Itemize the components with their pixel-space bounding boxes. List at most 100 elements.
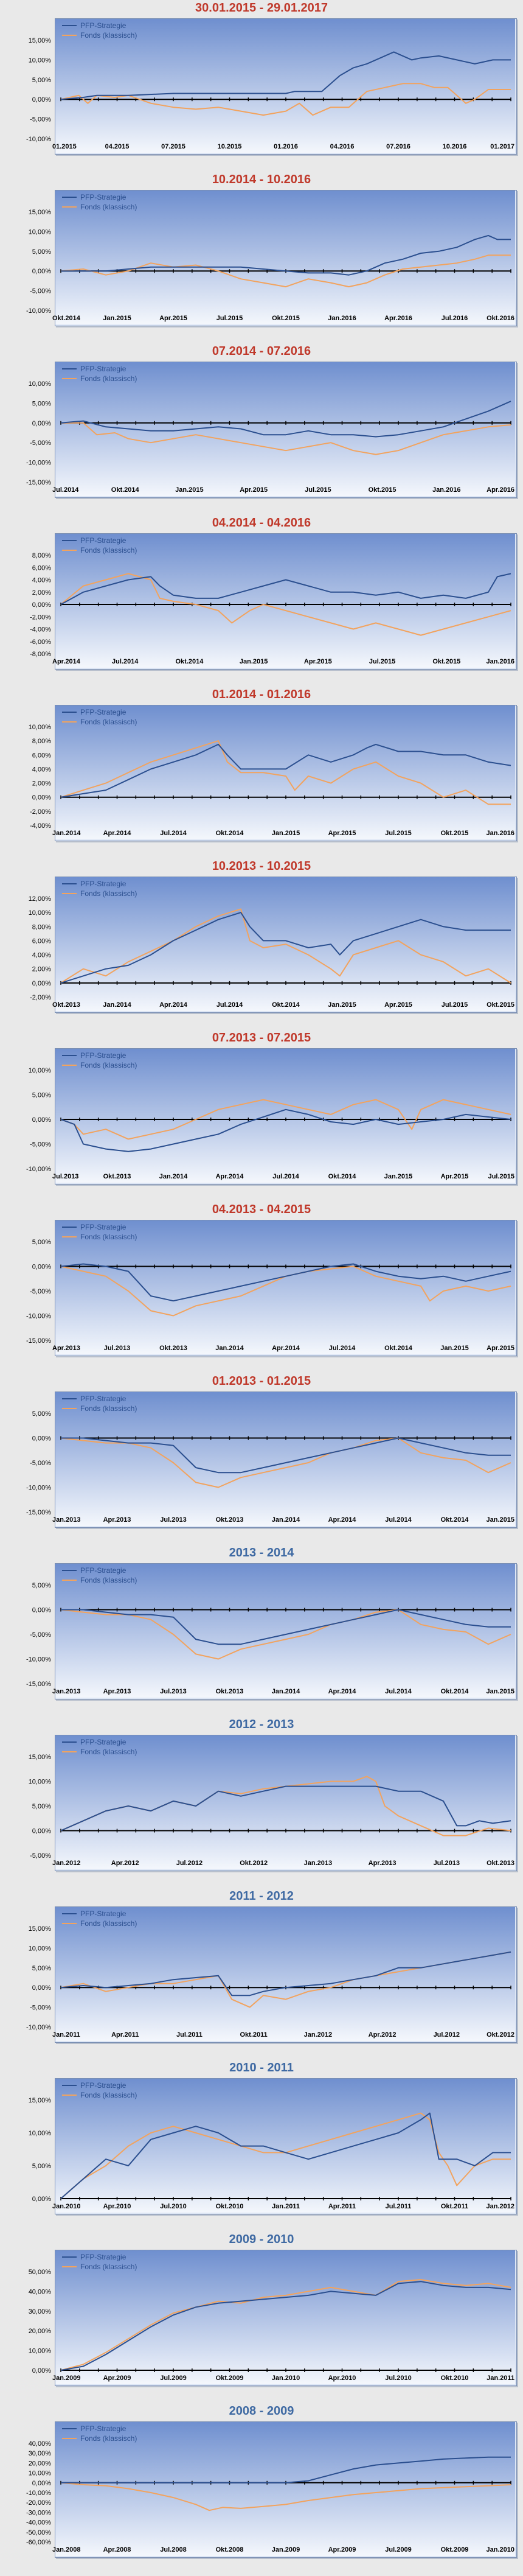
x-tick-label: Okt.2013 [52, 1001, 80, 1009]
series-line-strategy [60, 912, 511, 984]
y-tick-label: 0,00% [32, 1984, 51, 1992]
chart-title: 2008 - 2009 [229, 2404, 294, 2418]
y-tick-label: 40,00% [29, 2440, 52, 2448]
chart-title: 2010 - 2011 [229, 2061, 294, 2074]
series-line-strategy [60, 401, 511, 438]
chart-svg: 15,00%10,00%5,00%0,00%-5,00%-10,00%Jan.2… [26, 1907, 515, 2041]
y-tick-label: 2,00% [32, 780, 51, 788]
x-tick-label: Jul.2014 [272, 1173, 299, 1180]
x-tick-label: Okt.2016 [487, 315, 514, 322]
y-tick-label: -60,00% [26, 2539, 51, 2546]
chart-title: 2011 - 2012 [229, 1889, 294, 1903]
x-tick-label: Jan.2012 [304, 2031, 332, 2039]
x-tick-label: Okt.2014 [272, 1001, 300, 1009]
x-tick-label: Jul.2013 [434, 1860, 460, 1867]
x-tick-label: Jan.2016 [328, 315, 356, 322]
series-line-strategy [60, 573, 511, 605]
y-tick-label: 20,00% [29, 2328, 52, 2335]
y-tick-label: 4,00% [32, 766, 51, 773]
y-tick-label: -8,00% [30, 651, 51, 658]
x-tick-label: Jan.2015 [175, 486, 203, 494]
chart-title: 2012 - 2013 [229, 1718, 294, 1731]
x-tick-label: Apr.2013 [103, 1516, 131, 1524]
y-tick-label: -5,00% [30, 1141, 51, 1149]
y-tick-label: 20,00% [29, 2460, 52, 2467]
series-line-fund [60, 1609, 511, 1660]
x-tick-label: Okt.2014 [52, 315, 81, 322]
x-tick-label: Okt.2014 [384, 1345, 413, 1352]
y-tick-label: 10,00% [29, 2348, 52, 2355]
x-tick-label: Jul.2015 [488, 1173, 514, 1180]
x-tick-label: 10.2016 [443, 143, 467, 150]
x-tick-label: Apr.2011 [328, 2203, 356, 2210]
x-tick-label: Jul.2013 [160, 1688, 186, 1695]
y-tick-label: -40,00% [26, 2519, 51, 2527]
x-tick-label: Jan.2012 [487, 2203, 514, 2210]
legend-label-strategy: PFP-Strategie [80, 21, 126, 30]
x-tick-label: Jul.2014 [52, 486, 79, 494]
x-tick-label: Okt.2014 [441, 1688, 469, 1695]
y-tick-label: -2,00% [30, 614, 51, 621]
x-tick-label: Jan.2015 [487, 1516, 514, 1524]
x-tick-label: Jan.2008 [52, 2546, 80, 2553]
chart-title: 10.2014 - 10.2016 [212, 173, 311, 186]
y-tick-label: -10,00% [26, 1485, 51, 1492]
y-tick-label: 10,00% [29, 909, 52, 917]
x-tick-label: Okt.2012 [240, 1860, 268, 1867]
x-tick-label: Apr.2015 [487, 1345, 514, 1352]
y-tick-label: 0,00% [32, 2480, 51, 2487]
y-tick-label: -5,00% [30, 1631, 51, 1639]
x-tick-label: Jul.2009 [385, 2546, 411, 2553]
chart-title: 10.2013 - 10.2015 [212, 859, 311, 873]
legend-label-fund: Fonds (klassisch) [80, 546, 137, 555]
x-tick-label: Okt.2015 [272, 315, 300, 322]
y-tick-label: 8,00% [32, 552, 51, 559]
legend-label-fund: Fonds (klassisch) [80, 1061, 137, 1069]
x-tick-label: Apr.2014 [103, 830, 132, 837]
x-tick-label: Okt.2012 [487, 2031, 514, 2039]
legend-label-strategy: PFP-Strategie [80, 1566, 126, 1575]
series-line-strategy [61, 1609, 511, 1645]
x-tick-label: 04.2015 [105, 143, 130, 150]
chart-title: 04.2014 - 04.2016 [212, 516, 311, 530]
x-tick-label: Jul.2013 [160, 1516, 186, 1524]
y-tick-label: -6,00% [30, 639, 51, 646]
x-tick-label: 01.2015 [52, 143, 77, 150]
y-tick-label: 6,00% [32, 752, 51, 759]
chart-title: 2009 - 2010 [229, 2233, 294, 2246]
y-tick-label: -50,00% [26, 2529, 51, 2536]
x-tick-label: Jan.2010 [487, 2546, 514, 2553]
x-tick-label: Apr.2014 [52, 658, 81, 665]
series-line-fund [61, 422, 511, 455]
y-tick-label: -2,00% [30, 994, 51, 1001]
y-tick-label: 15,00% [29, 37, 52, 44]
x-tick-label: Okt.2014 [328, 1173, 357, 1180]
x-tick-label: Apr.2013 [52, 1345, 80, 1352]
x-tick-label: Jul.2013 [104, 1345, 130, 1352]
x-tick-label: Jul.2014 [160, 830, 187, 837]
x-tick-label: Apr.2016 [487, 486, 514, 494]
y-tick-label: 8,00% [32, 923, 51, 931]
chart-svg: 50,00%40,00%30,00%20,00%10,00%0,00%Jan.2… [29, 2250, 515, 2384]
x-tick-label: Jan.2014 [215, 1345, 244, 1352]
y-tick-label: 2,00% [32, 966, 51, 973]
series-line-strategy [60, 743, 511, 798]
y-tick-label: -5,00% [30, 439, 51, 447]
y-tick-label: -20,00% [26, 2499, 51, 2507]
y-tick-label: 5,00% [32, 248, 51, 256]
x-tick-label: Jul.2010 [160, 2203, 186, 2210]
y-tick-label: 5,00% [32, 2163, 51, 2170]
series-line-strategy [61, 2456, 511, 2483]
y-tick-label: 10,00% [29, 2470, 52, 2477]
y-tick-label: 5,00% [32, 400, 51, 407]
y-tick-label: 4,00% [32, 952, 51, 959]
y-tick-label: 5,00% [32, 1239, 51, 1246]
x-tick-label: Jan.2009 [52, 2375, 80, 2382]
y-tick-label: 2,00% [32, 589, 51, 597]
y-tick-label: 0,00% [32, 980, 51, 987]
